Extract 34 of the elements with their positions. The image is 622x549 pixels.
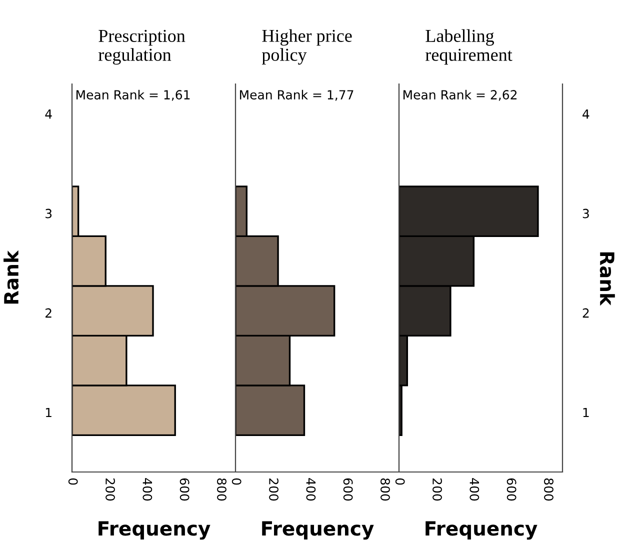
x-tick-label: 0 (395, 478, 405, 485)
x-tick-label: 800 (380, 478, 390, 501)
x-tick-label: 200 (432, 478, 442, 501)
annotation: Mean Rank = 2,62 (403, 90, 517, 101)
y-tick-label: 4 (45, 109, 52, 119)
x-tick-label: 600 (343, 478, 353, 501)
x-tick-label: 200 (269, 478, 278, 501)
chart-title: Labelling requirement (426, 29, 512, 65)
y-tick-label: 2 (582, 308, 589, 318)
y-tick-label: 1 (583, 408, 589, 418)
x-tick-label: 400 (306, 478, 316, 501)
x-tick-label: 200 (106, 478, 115, 501)
chart-title: Prescription regulation (98, 30, 186, 65)
x-axis-title: Frequency (262, 521, 374, 540)
x-axis-title: Frequency (98, 521, 210, 540)
x-tick-label: 0 (68, 478, 78, 485)
annotation: Mean Rank = 1,61 (76, 90, 190, 101)
x-tick-label: 600 (506, 478, 516, 501)
x-tick-label: 800 (217, 478, 226, 501)
x-tick-label: 400 (470, 478, 480, 501)
y-tick-label: 3 (46, 208, 52, 218)
chart-title: Higher price policy (262, 29, 352, 65)
y-tick-label: 1 (46, 408, 52, 418)
x-tick-label: 400 (142, 478, 152, 501)
x-tick-label: 0 (232, 478, 242, 485)
x-axis-title: Frequency (426, 521, 538, 540)
x-tick-label: 800 (544, 478, 554, 501)
y-tick-label: 2 (46, 308, 52, 318)
y-tick-label: 3 (582, 208, 589, 218)
y-axis-title: Rank (4, 250, 19, 304)
y-tick-label: 4 (582, 109, 590, 119)
annotation: Mean Rank = 1,77 (240, 90, 354, 101)
y-axis-title: Rank (600, 252, 615, 306)
x-tick-label: 600 (180, 478, 190, 501)
